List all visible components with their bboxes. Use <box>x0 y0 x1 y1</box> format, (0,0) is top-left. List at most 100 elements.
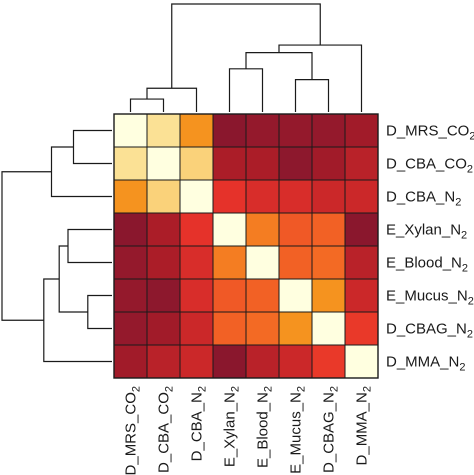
heatmap-cell <box>311 212 346 247</box>
row-label-subscript: 2 <box>468 296 474 308</box>
heatmap-cell <box>311 113 346 148</box>
row-label: E_Xylan_N2 <box>386 222 467 242</box>
heatmap-cell <box>245 278 280 313</box>
column-label-subscript: 2 <box>362 386 374 392</box>
heatmap-cell <box>113 212 148 247</box>
column-label-text: D_CBA_N <box>189 392 206 461</box>
column-label-subscript: 2 <box>296 386 308 392</box>
dendrogram-branch <box>146 87 198 112</box>
row-label: D_CBA_N2 <box>386 189 461 209</box>
dendrogram-branch <box>50 146 112 198</box>
row-label: D_MMA_N2 <box>386 354 465 374</box>
heatmap-cell <box>179 245 214 280</box>
column-label: D_CBAG_N2 <box>321 386 341 473</box>
row-label-text: D_CBA_N <box>386 189 455 206</box>
heatmap-cell <box>146 278 181 313</box>
row-label-subscript: 2 <box>461 230 467 242</box>
heatmap-cell <box>344 212 379 247</box>
column-label-text: D_CBAG_N <box>321 392 338 473</box>
row-label: D_CBAG_N2 <box>386 321 473 341</box>
heatmap-cell <box>311 344 346 379</box>
dendrogram-branch <box>129 98 165 112</box>
heatmap-cell <box>113 245 148 280</box>
row-label-subscript: 2 <box>467 329 473 341</box>
heatmap-cell <box>311 311 346 346</box>
row-label-text: E_Blood_N <box>386 255 462 272</box>
heatmap-cell <box>344 179 379 214</box>
heatmap-cell <box>146 344 181 379</box>
heatmap-cell <box>113 179 148 214</box>
row-label-text: D_CBA_CO <box>386 156 467 173</box>
row-label-subscript: 2 <box>459 362 465 374</box>
heatmap-cells <box>113 113 379 379</box>
heatmap-cell <box>245 146 280 181</box>
row-label-text: E_Mucus_N <box>386 288 468 305</box>
dendrogram-branch <box>72 129 112 165</box>
heatmap-cell <box>311 278 346 313</box>
column-label-subscript: 2 <box>263 386 275 392</box>
heatmap-cell <box>245 311 280 346</box>
heatmap-cell <box>278 344 313 379</box>
heatmap-cell <box>212 146 247 181</box>
heatmap-cell <box>212 344 247 379</box>
heatmap-cell <box>278 245 313 280</box>
row-label-text: D_MRS_CO <box>386 123 469 140</box>
heatmap-cell <box>278 212 313 247</box>
row-label-subscript: 2 <box>469 131 474 143</box>
row-label-subscript: 2 <box>462 263 468 275</box>
heatmap-cell <box>245 113 280 148</box>
column-label-subscript: 2 <box>164 386 176 392</box>
column-label-text: D_MRS_CO <box>123 392 140 475</box>
row-label-subscript: 2 <box>467 164 473 176</box>
heatmap-cell <box>179 278 214 313</box>
row-label: E_Mucus_N2 <box>386 288 474 308</box>
row-label-subscript: 2 <box>455 197 461 209</box>
heatmap-cell <box>212 212 247 247</box>
heatmap-cell <box>146 212 181 247</box>
dendrogram-branch <box>228 68 264 112</box>
column-label: D_MMA_N2 <box>354 386 374 465</box>
dendrogram-branch <box>87 294 112 330</box>
heatmap-cell <box>245 245 280 280</box>
heatmap-cell <box>146 311 181 346</box>
heatmap-cell <box>212 311 247 346</box>
dendrogram-branch <box>43 278 112 363</box>
heatmap-cell <box>212 278 247 313</box>
row-dendrogram <box>1 129 112 363</box>
column-label: D_CBA_CO2 <box>156 386 176 473</box>
heatmap-cell <box>179 179 214 214</box>
row-label-text: D_CBAG_N <box>386 321 467 338</box>
heatmap-cell <box>278 278 313 313</box>
heatmap-cell <box>245 212 280 247</box>
column-label-subscript: 2 <box>329 386 341 392</box>
heatmap-cell <box>311 245 346 280</box>
heatmap-cell <box>278 311 313 346</box>
heatmap-cell <box>311 146 346 181</box>
heatmap-frame <box>113 113 379 379</box>
row-label-text: D_MMA_N <box>386 354 459 371</box>
heatmap-cell <box>179 344 214 379</box>
row-label: D_MRS_CO2 <box>386 123 474 143</box>
column-label: E_Mucus_N2 <box>288 386 308 474</box>
dendrogram-branch <box>1 171 52 321</box>
heatmap-cell <box>179 212 214 247</box>
heatmap-cell <box>344 113 379 148</box>
column-label: D_MRS_CO2 <box>123 386 143 475</box>
column-label: D_CBA_N2 <box>189 386 209 461</box>
column-label: E_Blood_N2 <box>255 386 275 468</box>
heatmap-cell <box>146 179 181 214</box>
heatmap-cell <box>113 146 148 181</box>
column-dendrogram <box>129 3 363 112</box>
heatmap-cell <box>344 344 379 379</box>
heatmap-cell <box>113 278 148 313</box>
heatmap-cell <box>146 113 181 148</box>
row-labels: D_MRS_CO2D_CBA_CO2D_CBA_N2E_Xylan_N2E_Bl… <box>386 123 474 374</box>
column-label-subscript: 2 <box>131 386 143 392</box>
column-label-subscript: 2 <box>230 386 242 392</box>
column-label-text: D_MMA_N <box>354 392 371 465</box>
dendrogram-branch <box>278 44 363 112</box>
heatmap-cell <box>245 344 280 379</box>
heatmap-cell <box>212 179 247 214</box>
heatmap-cell <box>344 146 379 181</box>
